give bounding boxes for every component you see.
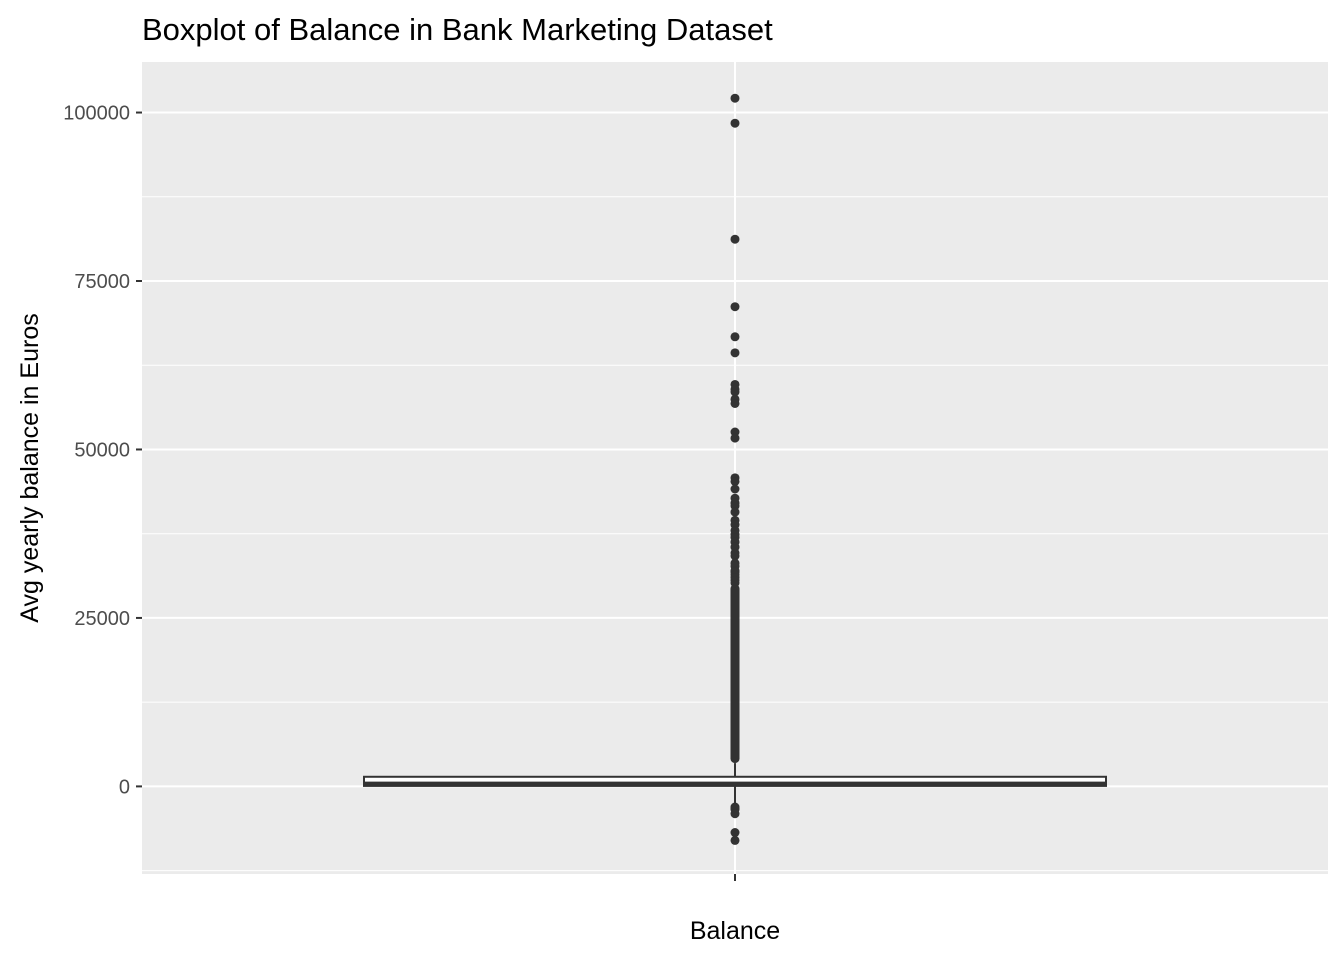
outlier-point (730, 835, 740, 845)
outlier-point (730, 348, 740, 358)
outlier-point (730, 93, 740, 103)
outlier-point (730, 484, 740, 494)
y-tick-label: 25000 (74, 608, 130, 630)
outlier-point (730, 551, 740, 561)
box-layer (363, 763, 1107, 806)
outlier-point (730, 507, 740, 517)
outlier-points (730, 93, 740, 845)
y-axis-title: Avg yearly balance in Euros (16, 313, 44, 622)
outlier-point (730, 433, 740, 443)
outlier-point (730, 501, 740, 511)
y-tick-label: 100000 (63, 103, 130, 125)
outlier-point (730, 332, 740, 342)
outlier-point (730, 578, 740, 588)
outlier-point (730, 118, 740, 128)
dense-outlier-band (730, 584, 740, 764)
outlier-point (730, 387, 740, 397)
outlier-point (730, 476, 740, 486)
outlier-point (730, 302, 740, 312)
outlier-point (730, 809, 740, 819)
y-tick-label: 75000 (74, 271, 130, 293)
y-tick-label: 50000 (74, 439, 130, 461)
outlier-point (730, 828, 740, 838)
outlier-point (730, 398, 740, 408)
y-axis-ticks: 0 25000 50000 75000 100000 (63, 103, 142, 798)
y-tick-label: 0 (119, 776, 130, 798)
box-iqr (363, 775, 1107, 787)
outlier-point (730, 234, 740, 244)
chart-title: Boxplot of Balance in Bank Marketing Dat… (142, 12, 773, 47)
x-axis-title: Balance (690, 917, 780, 945)
